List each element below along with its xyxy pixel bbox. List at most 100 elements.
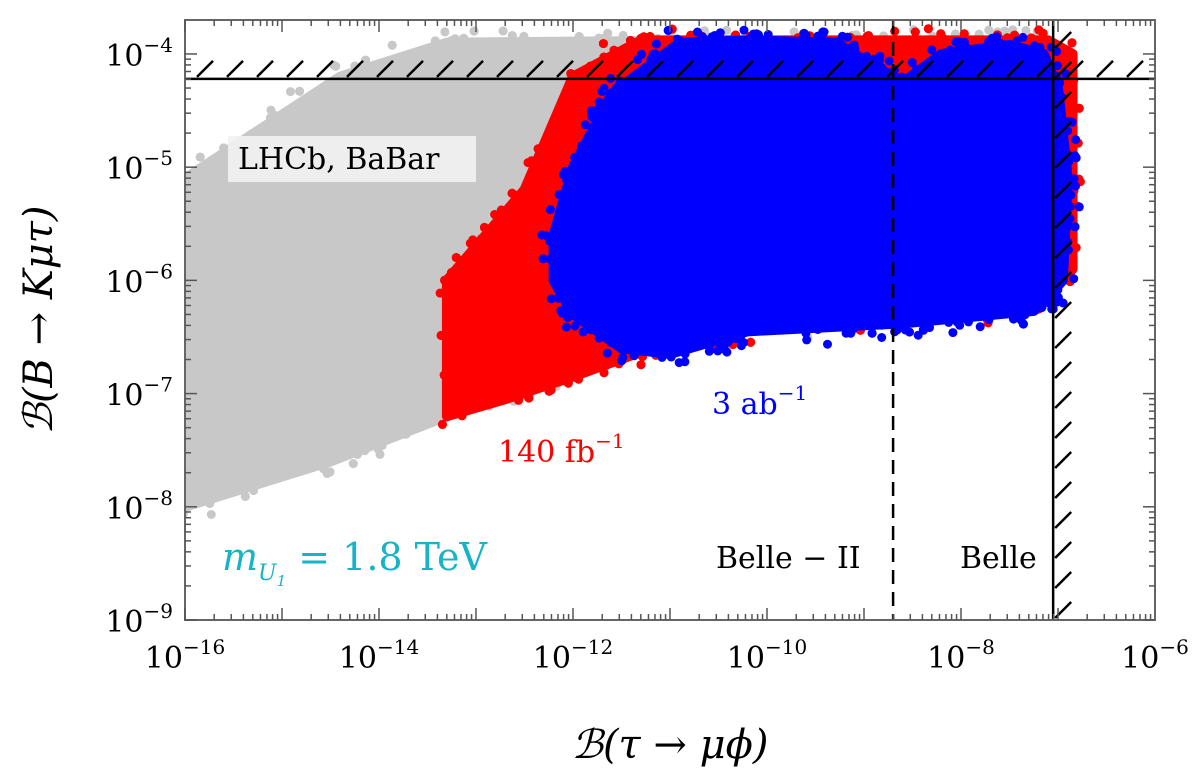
scatter-point [240, 491, 250, 501]
scatter-point [1069, 274, 1079, 284]
red-series-label-text: 140 fb [498, 435, 595, 470]
scatter-point [373, 444, 383, 454]
hatch-mark [586, 59, 604, 78]
y-tick-base: 10 [105, 605, 143, 640]
x-tick-exp: −14 [377, 635, 419, 659]
scatter-point [1070, 222, 1080, 232]
hatch-mark [1054, 541, 1073, 559]
blue-series-label-exp: −1 [778, 381, 807, 405]
scatter-point [574, 374, 583, 384]
y-tick-exp: −6 [144, 259, 173, 283]
hatch-mark [1096, 59, 1114, 78]
scatter-point [910, 27, 920, 37]
hatch-mark [1054, 91, 1073, 109]
scatter-point [606, 337, 616, 347]
scatter-point [1026, 33, 1036, 43]
y-tick-label: 10−4 [105, 33, 173, 74]
limit-0 [185, 59, 1155, 81]
scatter-point [175, 287, 184, 296]
scatter-point [676, 36, 686, 46]
scatter-point [172, 364, 181, 373]
scatter-point [174, 431, 183, 440]
scatter-point [1039, 35, 1048, 45]
lhcb-label-box [228, 136, 476, 182]
scatter-point [1066, 190, 1076, 200]
x-tick-exp: −8 [965, 635, 994, 659]
scatter-point [1011, 40, 1021, 50]
scatter-point [864, 31, 873, 41]
hatch-mark [916, 59, 934, 78]
scatter-point [554, 288, 564, 298]
y-tick-base: 10 [105, 39, 143, 74]
scatter-point [636, 49, 646, 59]
scatter-point [850, 44, 860, 54]
scatter-point [545, 254, 555, 264]
hatch-mark [1054, 181, 1073, 199]
scatter-point [546, 294, 556, 304]
hatch-mark [1054, 481, 1073, 499]
scatter-point [884, 56, 894, 66]
hatch-mark [526, 59, 544, 78]
hatch-mark [1066, 59, 1084, 78]
scatter-point [952, 317, 962, 327]
scatter-point [959, 29, 969, 39]
hatch-mark [556, 59, 574, 78]
scatter-point [1070, 151, 1080, 161]
x-tick-exp: −10 [765, 635, 807, 659]
scatter-point [514, 190, 524, 200]
scatter-point [842, 32, 852, 42]
hatch-mark [1054, 451, 1073, 469]
scatter-point [1037, 303, 1047, 312]
x-tick-label: 10−14 [339, 635, 419, 676]
scatter-point [514, 395, 523, 405]
x-tick-base: 10 [339, 641, 377, 676]
scatter-point [919, 325, 928, 335]
hatch-mark [1006, 59, 1024, 78]
scatter-point [805, 37, 815, 47]
scatter-point [1055, 78, 1065, 88]
scatter-point [1047, 304, 1057, 314]
blue-series-label-text: 3 ab [712, 387, 778, 422]
y-tick-base: 10 [105, 492, 143, 527]
scatter-point [763, 30, 773, 39]
scatter-point [571, 312, 581, 322]
scatter-point [594, 97, 604, 107]
hatch-mark [1054, 271, 1073, 289]
scatter-point [174, 312, 183, 321]
y-tick-exp: −8 [144, 486, 173, 510]
scatter-point [984, 315, 994, 325]
scatter-point [1018, 32, 1028, 42]
scatter-point [599, 368, 609, 378]
hatch-mark [346, 59, 364, 78]
hatch-mark [1054, 121, 1073, 139]
scatter-point [618, 30, 628, 40]
scatter-point [352, 449, 362, 459]
scatter-point [586, 61, 595, 71]
belle-label: Belle [960, 541, 1037, 576]
hatch-mark [1054, 571, 1073, 589]
scatter-point [527, 156, 536, 166]
scatter-point [447, 268, 456, 277]
scatter-point [629, 351, 639, 361]
scatter-point [802, 335, 812, 345]
scatter-point [479, 222, 489, 232]
scatter-point [823, 339, 832, 349]
scatter-point [538, 254, 548, 264]
hatch-mark [1054, 61, 1073, 79]
y-tick-exp: −7 [144, 373, 173, 397]
scatter-point [176, 361, 185, 370]
scatter-point [185, 382, 188, 392]
scatter-point [606, 90, 616, 100]
scatter-point [923, 24, 933, 34]
scatter-point [586, 325, 596, 335]
hatch-mark [1054, 211, 1073, 229]
hatch-mark [406, 59, 424, 78]
x-tick-label: 10−12 [533, 635, 613, 676]
scatter-point [907, 58, 917, 67]
scatter-point [563, 313, 573, 323]
hatch-mark [826, 59, 844, 78]
scatter-point [720, 339, 730, 349]
scatter-point [1065, 202, 1075, 212]
scatter-point [546, 385, 556, 395]
scatter-point [964, 317, 973, 327]
